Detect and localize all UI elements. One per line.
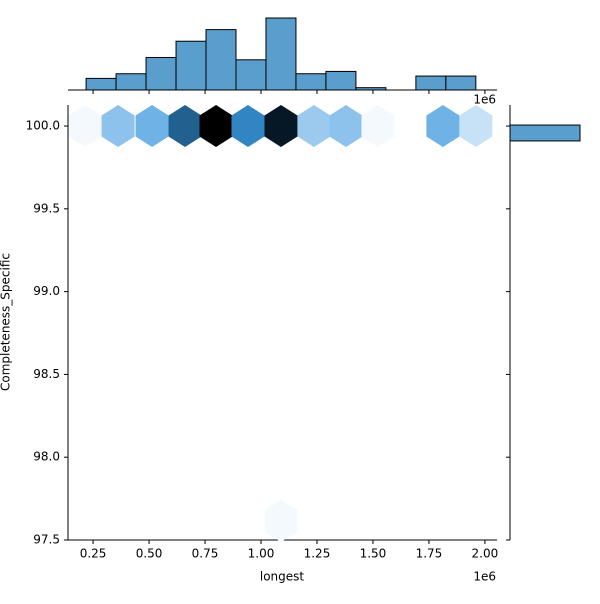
y-tick-label: 97.5 [33,533,60,547]
top-hist-bar [265,17,297,91]
top-hist-bar [145,56,177,91]
hexbin [264,105,298,148]
top-hist-bar [85,77,117,91]
y-tick-label: 100.0 [26,119,60,133]
top-hist-bar [235,59,267,91]
y-tick-label: 99.5 [33,201,60,215]
x-tick-label: 1.25 [304,547,331,561]
hexbin [459,105,493,148]
hexbin [361,105,395,148]
x-tick-label: 0.50 [136,547,163,561]
top-hist-bar [415,75,447,91]
hexbin [231,105,265,148]
top-hist-bar [325,70,357,91]
hexbin [199,105,233,148]
top-hist-bar [295,73,327,91]
y-tick-label: 98.5 [33,367,60,381]
x-tick-label: 0.25 [80,547,107,561]
y-tick-label: 99.0 [33,284,60,298]
right-hist-bar [509,124,581,142]
hexbin [329,105,363,148]
hexbin [101,105,135,148]
hexbin [68,105,102,148]
x-tick-label: 1.75 [416,547,443,561]
x-tick-label: 1.00 [248,547,275,561]
hexbin [297,105,331,148]
hexbin [264,499,298,542]
y-tick-label: 98.0 [33,450,60,464]
x-offset-label: 1e6 [473,570,496,584]
y-axis-label: Completeness_Specific [0,253,13,391]
hexbin [135,105,169,148]
x-tick-label: 1.50 [360,547,387,561]
top-hist-bar [115,73,147,91]
top-offset-label: 1e6 [473,93,496,107]
top-hist-bar [175,40,207,91]
x-tick-label: 0.75 [192,547,219,561]
x-axis-label: longest [260,570,305,584]
hexbin [426,105,460,148]
x-tick-label: 2.00 [472,547,499,561]
top-hist-bar [445,75,477,91]
hexbin [168,105,202,148]
top-hist-bar [205,29,237,91]
top-hist-bar [355,87,387,91]
